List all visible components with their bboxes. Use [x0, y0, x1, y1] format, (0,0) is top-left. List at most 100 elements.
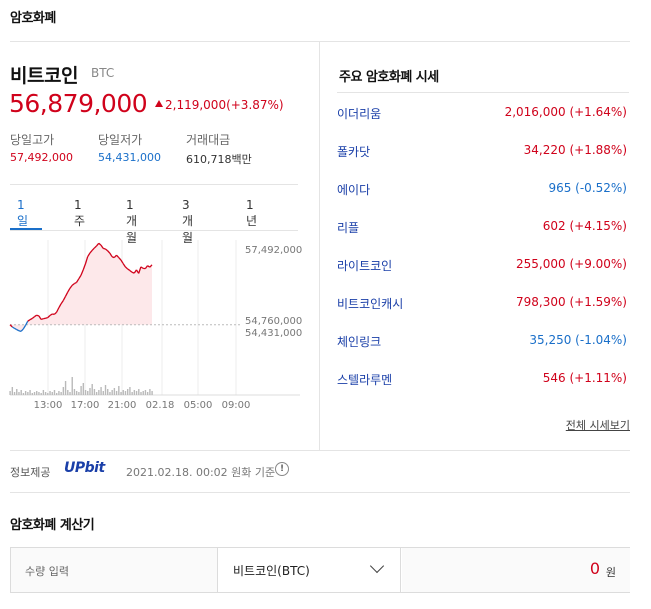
tab-3month[interactable]: 3개월: [182, 198, 194, 245]
volume-bar: [64, 381, 67, 395]
volume-bar: [20, 390, 22, 395]
coin-row-name: 이더리움: [337, 107, 382, 121]
volume-bar: [62, 387, 65, 395]
volume-bar: [73, 389, 76, 395]
price-line-segment: [38, 315, 42, 320]
volume-bar: [93, 389, 96, 395]
volume-bar: [95, 392, 98, 395]
coin-row-value: 35,250 (-1.04%): [529, 333, 627, 347]
volume-bar: [80, 386, 82, 395]
volume-bar: [53, 390, 56, 395]
price-line-segment: [122, 263, 126, 268]
volume-bar: [91, 384, 93, 395]
price-line-segment: [18, 330, 22, 332]
tab-1month[interactable]: 1개월: [126, 198, 138, 245]
view-all-link[interactable]: 전체 시세보기: [565, 419, 630, 432]
price-line-segment: [144, 265, 149, 270]
volume-bar: [120, 392, 122, 395]
price-line-segment: [91, 247, 95, 251]
x-tick-label: 13:00: [34, 400, 63, 410]
volume-bar: [111, 390, 113, 395]
volume-bar: [69, 392, 71, 395]
coin-row-value: 602 (+4.15%): [542, 219, 627, 233]
volume-bar: [122, 390, 124, 395]
coin-row-value: 34,220 (+1.88%): [523, 143, 627, 157]
coin-row[interactable]: 비트코인캐시 798,300 (+1.59%): [337, 285, 629, 323]
coin-row-name: 체인링크: [337, 335, 382, 349]
stat-high-value: 57,492,000: [10, 151, 73, 164]
coin-row-name: 비트코인캐시: [337, 297, 404, 311]
coin-row[interactable]: 체인링크 35,250 (-1.04%): [337, 323, 629, 361]
price-line-segment: [36, 314, 40, 317]
volume-bar: [75, 391, 78, 395]
price-line-segment: [127, 268, 131, 271]
stat-low-value: 54,431,000: [98, 151, 161, 164]
volume-bar: [82, 383, 85, 395]
price-line-segment: [67, 288, 71, 293]
volume-bar: [38, 392, 40, 395]
price-line-segment: [45, 316, 48, 319]
coin-row[interactable]: 이더리움 2,016,000 (+1.64%): [337, 95, 629, 133]
stats-divider: [10, 184, 298, 185]
price-area-fill: [10, 243, 152, 332]
tab-1year[interactable]: 1년: [246, 198, 258, 228]
price-line-segment: [20, 328, 24, 332]
coin-row[interactable]: 에이다 965 (-0.52%): [337, 171, 629, 209]
coin-row-value: 798,300 (+1.59%): [516, 295, 627, 309]
coin-row-name: 라이트코인: [337, 259, 393, 273]
volume-bar: [144, 390, 147, 395]
result-value: 0: [589, 559, 600, 578]
price-line-segment: [62, 296, 67, 301]
price-line-segment: [107, 250, 111, 254]
volume-bar: [113, 388, 116, 395]
tab-1day[interactable]: 1일: [17, 198, 29, 228]
volume-bar: [22, 393, 25, 395]
coin-select-value: 비트코인(BTC): [233, 564, 310, 578]
price-line-segment: [84, 256, 89, 265]
price-line-segment: [138, 266, 142, 274]
tab-1week[interactable]: 1주: [74, 198, 86, 228]
volume-bar: [78, 392, 80, 395]
volume-bar: [9, 391, 11, 395]
stat-high-label: 당일고가: [10, 133, 55, 147]
calc-divider: [10, 492, 630, 493]
coin-row-name: 에이다: [337, 183, 371, 197]
header-divider: [10, 41, 630, 42]
info-icon[interactable]: !: [275, 462, 289, 476]
quantity-input[interactable]: 수량 입력: [11, 548, 218, 592]
price-line-segment: [111, 256, 115, 259]
volume-bar: [42, 390, 45, 395]
coin-row[interactable]: 폴카닷 34,220 (+1.88%): [337, 133, 629, 171]
coin-select[interactable]: 비트코인(BTC): [219, 548, 401, 592]
volume-bar: [13, 392, 16, 395]
price-line-segment: [131, 271, 135, 274]
volume-bar: [11, 387, 14, 395]
coin-row-name: 폴카닷: [337, 145, 371, 159]
price-line-segment: [47, 315, 51, 319]
price-line-segment: [82, 263, 87, 271]
coin-row[interactable]: 라이트코인 255,000 (+9.00%): [337, 247, 629, 285]
price-line-segment: [71, 283, 75, 286]
volume-bar: [18, 392, 20, 395]
coin-row-value: 2,016,000 (+1.64%): [504, 105, 627, 119]
volume-bar: [126, 389, 129, 395]
coin-name: 비트코인: [10, 65, 78, 87]
volume-bar: [58, 391, 60, 395]
price-line-segment: [58, 303, 62, 309]
volume-bar: [89, 388, 91, 395]
calculator-title: 암호화폐 계산기: [10, 518, 95, 533]
price-line-segment: [11, 326, 15, 329]
volume-bar: [51, 392, 53, 395]
coin-price: 56,879,000: [9, 89, 148, 118]
volume-bar: [36, 391, 38, 395]
price-line-segment: [140, 266, 144, 269]
price-line-segment: [27, 319, 31, 322]
coin-row[interactable]: 리플 602 (+4.15%): [337, 209, 629, 247]
y-tick-label: 54,431,000: [245, 328, 302, 339]
volume-bar: [44, 392, 47, 395]
coin-row[interactable]: 스텔라루멘 546 (+1.11%): [337, 361, 629, 399]
price-line-segment: [98, 242, 102, 246]
major-title-divider: [337, 92, 629, 93]
calculator-box: 수량 입력 비트코인(BTC) 0 원: [10, 547, 630, 593]
